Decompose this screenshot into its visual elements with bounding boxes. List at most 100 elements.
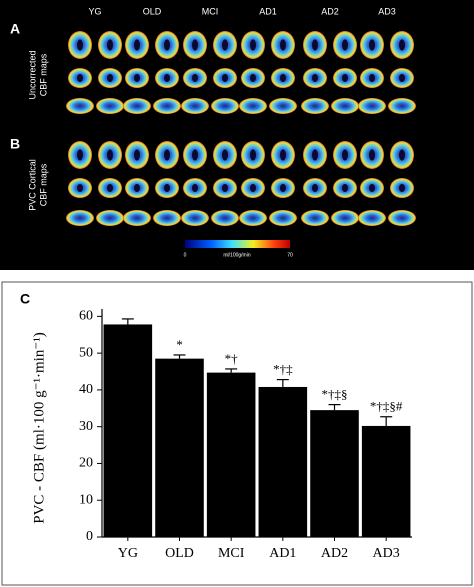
significance-label: * [176, 337, 183, 352]
brain-ventricle [280, 39, 286, 51]
brain-map [181, 210, 209, 226]
brain-map [239, 98, 267, 114]
brain-map [96, 210, 124, 226]
brain-ventricle [312, 184, 318, 192]
brain-ventricle [399, 184, 405, 192]
brain-ventricle [77, 184, 83, 192]
bar [361, 425, 411, 537]
brain-map [66, 210, 94, 226]
brain-ventricle [280, 74, 286, 82]
y-tick-label: 40 [79, 382, 93, 397]
brain-ventricle [77, 74, 83, 82]
colorbar-label: ml/100g/min [223, 252, 250, 258]
brain-ventricle [222, 184, 228, 192]
brain-ventricle [192, 149, 198, 161]
significance-label: *† [225, 351, 239, 366]
brain-ventricle [342, 74, 348, 82]
brain-map [388, 210, 416, 226]
brain-ventricle [280, 149, 286, 161]
brain-ventricle [342, 149, 348, 161]
brain-ventricle [107, 39, 113, 51]
panel-label: C [20, 291, 30, 307]
y-tick-label: 60 [79, 309, 93, 324]
brain-map [269, 210, 297, 226]
y-tick-label: 50 [79, 345, 93, 360]
brain-ventricle [369, 149, 375, 161]
brain-ventricle [250, 149, 256, 161]
brain-ventricle [192, 74, 198, 82]
brain-ventricle [280, 184, 286, 192]
x-tick-label: OLD [165, 546, 194, 561]
brain-map [331, 210, 359, 226]
brain-map [301, 98, 329, 114]
brain-map [331, 98, 359, 114]
brain-map [358, 98, 386, 114]
brain-ventricle [399, 74, 405, 82]
column-label: AD3 [378, 6, 396, 16]
colorbar-label: 0 [184, 252, 187, 258]
colorbar-label: 70 [287, 252, 293, 258]
brain-map [269, 98, 297, 114]
y-tick-label: 30 [79, 419, 93, 434]
bar [103, 324, 153, 537]
brain-map [96, 98, 124, 114]
brain-ventricle [107, 149, 113, 161]
panel-label: A [10, 21, 20, 37]
brain-map [153, 98, 181, 114]
brain-map [301, 210, 329, 226]
side-label: PVC Cortical [27, 159, 37, 211]
x-tick-label: MCI [218, 546, 245, 561]
brain-map [123, 210, 151, 226]
column-label: MCI [202, 6, 219, 16]
brain-ventricle [164, 149, 170, 161]
brain-ventricle [192, 39, 198, 51]
brain-ventricle [222, 74, 228, 82]
brain-ventricle [107, 184, 113, 192]
bar [258, 386, 308, 537]
brain-ventricle [369, 184, 375, 192]
brain-map [181, 98, 209, 114]
colorbar [185, 240, 290, 248]
brain-ventricle [250, 184, 256, 192]
x-tick-label: AD3 [373, 546, 400, 561]
panel-label: B [10, 136, 20, 152]
brain-map [211, 98, 239, 114]
bar [155, 358, 204, 537]
brain-ventricle [369, 74, 375, 82]
brain-ventricle [107, 74, 113, 82]
brain-ventricle [399, 39, 405, 51]
brain-ventricle [134, 39, 140, 51]
brain-map [66, 98, 94, 114]
x-tick-label: AD2 [321, 546, 348, 561]
side-label: CBF maps [38, 163, 48, 206]
brain-ventricle [342, 39, 348, 51]
brain-ventricle [164, 184, 170, 192]
y-tick-label: 10 [79, 492, 93, 507]
brain-ventricle [164, 39, 170, 51]
brain-ventricle [77, 39, 83, 51]
y-tick-label: 20 [79, 456, 93, 471]
brain-ventricle [164, 74, 170, 82]
brain-ventricle [134, 149, 140, 161]
brain-ventricle [77, 149, 83, 161]
significance-label: *†‡ [273, 362, 293, 377]
brain-map [153, 210, 181, 226]
brain-ventricle [222, 39, 228, 51]
x-tick-label: YG [118, 546, 138, 561]
brain-map [239, 210, 267, 226]
brain-ventricle [312, 39, 318, 51]
brain-ventricle [312, 149, 318, 161]
y-tick-label: 0 [86, 529, 93, 544]
brain-map [211, 210, 239, 226]
brain-ventricle [312, 74, 318, 82]
brain-ventricle [134, 184, 140, 192]
brain-ventricle [222, 149, 228, 161]
brain-ventricle [250, 74, 256, 82]
brain-ventricle [192, 184, 198, 192]
brain-ventricle [342, 184, 348, 192]
brain-map [388, 98, 416, 114]
column-label: AD1 [259, 6, 277, 16]
side-label: CBF maps [38, 53, 48, 96]
